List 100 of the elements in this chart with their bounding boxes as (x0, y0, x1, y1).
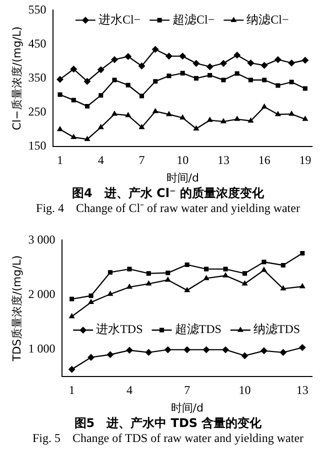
point (288, 110, 295, 116)
point (126, 82, 130, 88)
legend-label: 纳滤Cl− (246, 12, 289, 26)
point (242, 271, 248, 276)
point (138, 62, 146, 70)
point (71, 98, 76, 102)
point (166, 110, 172, 116)
point (280, 263, 286, 268)
point (302, 56, 309, 64)
point (107, 290, 114, 296)
point (110, 56, 118, 64)
x-tick-label: 10 (238, 382, 251, 397)
point (299, 283, 306, 288)
point (179, 52, 186, 60)
point (152, 108, 158, 114)
point (108, 270, 112, 275)
x-tick-label: 7 (138, 152, 145, 167)
point (192, 60, 200, 67)
point (68, 366, 76, 373)
point (84, 136, 90, 141)
legend-label: 进水TDS (96, 322, 143, 336)
point (280, 285, 286, 290)
point (242, 280, 248, 286)
point (166, 270, 170, 276)
y-tick-label: 250 (28, 104, 46, 119)
point (152, 46, 159, 53)
y-tick-label: 450 (28, 36, 46, 50)
legend-label: 超滤Cl− (172, 12, 215, 26)
point (206, 116, 213, 122)
y-tick-label: 150 (28, 138, 46, 153)
x-tick-label: 4 (126, 382, 132, 397)
point (289, 80, 294, 84)
point (288, 59, 296, 66)
text: 图4 进、产水 Cl⁻ 的质量浓度变化 (71, 186, 265, 201)
y-axis-title: TDS质量浓度/(mg/L) (10, 255, 24, 362)
point (145, 348, 152, 356)
point (127, 266, 132, 272)
point (222, 272, 229, 278)
y-tick-label: 1 000 (28, 341, 56, 356)
point (276, 83, 280, 88)
point (126, 284, 132, 289)
x-tick-label: 13 (217, 152, 230, 167)
point (88, 354, 95, 361)
point (111, 110, 118, 116)
point (194, 76, 198, 81)
point (97, 66, 104, 74)
point (220, 118, 226, 124)
x-tick-label: 16 (258, 152, 270, 167)
point (98, 124, 104, 130)
text: Fig. 4 Change of Cl⁻ of raw water and yielding water (35, 201, 301, 216)
point (184, 286, 190, 292)
y-tick-label: 2 000 (28, 286, 56, 301)
x-tick-label: 13 (296, 382, 308, 397)
x-tick-label: 19 (299, 152, 312, 167)
point (234, 71, 240, 76)
point (234, 116, 240, 121)
point (70, 66, 78, 73)
point (180, 114, 186, 120)
point (146, 271, 151, 276)
x-axis-title: 时间/d (166, 171, 199, 184)
x-tick-label: 4 (98, 152, 104, 167)
point (68, 312, 75, 318)
point (146, 280, 152, 286)
text: Fig. 5 Change of TDS of raw water and yielding water (31, 431, 305, 446)
legend-label: 进水Cl− (98, 12, 141, 26)
point (260, 62, 268, 69)
point (202, 346, 210, 354)
x-tick-label: 10 (176, 152, 189, 167)
point (139, 94, 144, 98)
point (58, 92, 62, 97)
point (193, 125, 200, 130)
point (153, 79, 158, 84)
text: 图5 进、产水中 TDS 含量的变化 (73, 416, 263, 431)
point (247, 59, 254, 66)
legend-label: 超滤TDS (174, 322, 222, 336)
point (184, 262, 190, 267)
point (220, 60, 227, 67)
y-tick-label: 350 (28, 70, 46, 84)
point (70, 296, 74, 302)
point (125, 112, 132, 118)
point (166, 74, 172, 78)
point (88, 298, 94, 304)
point (274, 110, 281, 116)
point (223, 266, 228, 272)
point (262, 78, 267, 82)
point (302, 86, 308, 91)
point (84, 78, 91, 85)
point (124, 53, 132, 60)
point (260, 266, 267, 272)
point (300, 251, 305, 256)
point (165, 52, 172, 60)
y-tick-label: 550 (28, 2, 46, 16)
point (180, 70, 185, 76)
point (164, 276, 171, 282)
point (274, 56, 282, 64)
point (164, 346, 172, 354)
point (56, 126, 64, 132)
point (302, 116, 308, 121)
point (112, 78, 117, 82)
point (208, 72, 212, 78)
